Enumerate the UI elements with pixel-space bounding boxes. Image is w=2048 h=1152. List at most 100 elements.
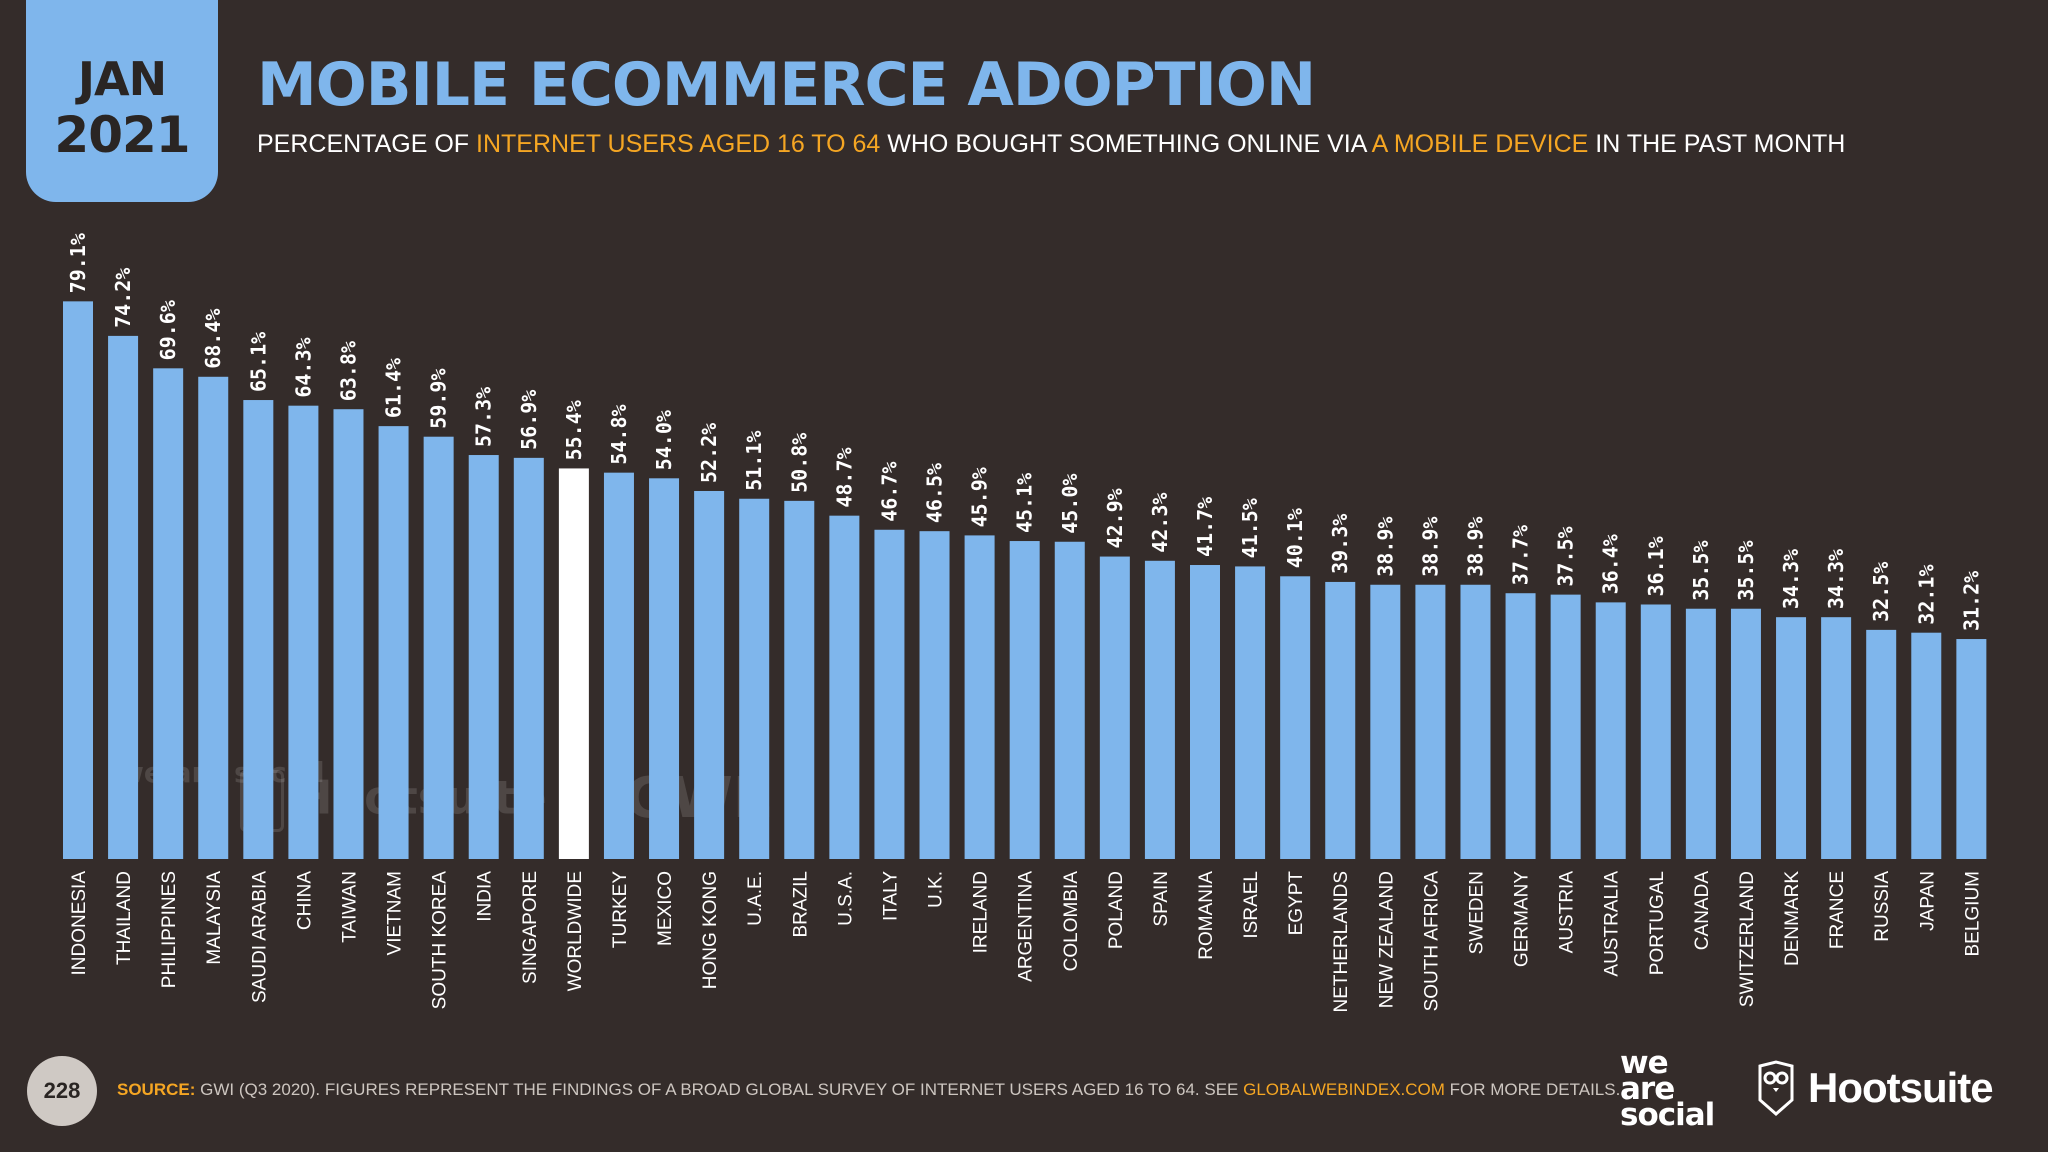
value-label-romania: 41.7% [1193,497,1217,557]
value-label-saudi-arabia: 65.1% [246,332,270,392]
bar-malaysia [198,376,229,859]
source-label: SOURCE: [117,1080,196,1099]
category-label-germany: GERMANY [1512,871,1533,967]
bar-worldwide [558,468,589,859]
source-text: GWI (Q3 2020). FIGURES REPRESENT THE FIN… [195,1080,1244,1099]
category-label-austria: AUSTRIA [1557,871,1578,954]
value-label-italy: 46.7% [877,462,901,522]
value-label-singapore: 56.9% [517,390,541,450]
value-label-indonesia: 79.1% [66,233,90,293]
category-label-hong-kong: HONG KONG [700,871,721,989]
page-subtitle: PERCENTAGE OF INTERNET USERS AGED 16 TO … [257,130,1845,159]
source-tail: FOR MORE DETAILS. [1444,1080,1621,1099]
subtitle-highlight-2: A MOBILE DEVICE [1371,130,1589,158]
value-label-sweden: 38.9% [1463,517,1487,577]
value-label-hong-kong: 52.2% [697,423,721,483]
bar-russia [1866,629,1897,859]
category-label-indonesia: INDONESIA [69,871,90,976]
bar-colombia [1054,541,1085,859]
bar-australia [1595,602,1626,859]
category-label-singapore: SINGAPORE [520,871,541,984]
value-label-egypt: 40.1% [1283,508,1307,568]
bar-hong-kong [694,490,725,859]
value-label-switzerland: 35.5% [1734,541,1758,601]
source-link[interactable]: GLOBALWEBINDEX.COM [1243,1080,1445,1099]
value-label-u-a-e: 51.1% [742,431,766,491]
value-label-vietnam: 61.4% [382,358,406,418]
bar-denmark [1776,617,1807,859]
value-label-south-africa: 38.9% [1418,517,1442,577]
bar-ireland [964,535,995,859]
value-label-turkey: 54.8% [607,404,631,464]
bar-india [468,455,499,859]
category-label-u-a-e: U.A.E. [745,871,766,926]
category-label-mexico: MEXICO [655,871,676,946]
bar-argentina [1009,541,1040,859]
bar-indonesia [63,301,93,860]
value-label-canada: 35.5% [1689,541,1713,601]
date-badge: JAN 2021 [26,0,218,202]
bar-belgium [1956,639,1987,859]
category-label-romania: ROMANIA [1196,871,1217,960]
logo-word-social: social [1620,1097,1715,1133]
category-label-colombia: COLOMBIA [1061,871,1082,972]
category-label-brazil: BRAZIL [790,871,811,938]
badge-year: 2021 [54,106,190,164]
category-label-vietnam: VIETNAM [385,871,406,955]
category-label-netherlands: NETHERLANDS [1331,871,1352,1012]
bar-sweden [1460,584,1491,859]
value-label-france: 34.3% [1824,549,1848,609]
bar-switzerland [1730,608,1761,859]
category-label-spain: SPAIN [1151,871,1172,927]
category-label-russia: RUSSIA [1872,871,1893,942]
category-label-italy: ITALY [880,871,901,921]
value-label-japan: 32.1% [1914,564,1938,624]
category-label-egypt: EGYPT [1286,871,1307,936]
bar-portugal [1640,604,1671,859]
value-label-poland: 42.9% [1103,488,1127,548]
bar-singapore [513,457,544,859]
category-label-philippines: PHILIPPINES [159,871,180,988]
value-label-mexico: 54.0% [652,410,676,470]
category-label-south-africa: SOUTH AFRICA [1421,871,1442,1012]
value-label-philippines: 69.6% [156,300,180,360]
value-label-india: 57.3% [472,387,496,447]
category-label-france: FRANCE [1827,871,1848,949]
category-label-u-s-a: U.S.A. [835,871,856,926]
value-label-netherlands: 39.3% [1328,514,1352,574]
value-label-portugal: 36.1% [1644,536,1668,596]
subtitle-text-2: WHO BOUGHT SOMETHING ONLINE VIA [880,130,1372,158]
value-label-u-s-a: 48.7% [832,447,856,507]
category-label-india: INDIA [475,871,496,922]
subtitle-highlight-1: INTERNET USERS AGED 16 TO 64 [476,130,881,158]
value-label-colombia: 45.0% [1058,474,1082,534]
value-label-argentina: 45.1% [1013,473,1037,533]
value-label-russia: 32.5% [1869,562,1893,622]
bar-poland [1099,556,1130,859]
bar-china [288,405,319,859]
bar-philippines [153,368,184,859]
category-label-poland: POLAND [1106,871,1127,949]
category-label-canada: CANADA [1692,871,1713,951]
bar-egypt [1280,576,1311,859]
bar-israel [1235,566,1266,859]
category-label-worldwide: WORLDWIDE [565,871,586,991]
owl-icon [1758,1060,1794,1116]
category-label-taiwan: TAIWAN [339,871,360,943]
value-label-malaysia: 68.4% [201,309,225,369]
logo-word-we: we [1620,1045,1669,1081]
value-label-spain: 42.3% [1148,493,1172,553]
value-label-new-zealand: 38.9% [1373,517,1397,577]
bar-germany [1505,593,1536,859]
subtitle-text-1: PERCENTAGE OF [257,130,477,158]
category-label-switzerland: SWITZERLAND [1737,871,1758,1007]
bar-japan [1911,632,1942,859]
category-label-turkey: TURKEY [610,871,631,948]
bar-italy [874,529,905,859]
value-label-south-korea: 59.9% [427,368,451,428]
bar-vietnam [378,426,409,859]
category-label-saudi-arabia: SAUDI ARABIA [249,871,270,1003]
bar-austria [1550,594,1581,859]
subtitle-text-3: IN THE PAST MONTH [1588,130,1846,158]
we-are-social-logo: we are social [1620,1045,1715,1133]
